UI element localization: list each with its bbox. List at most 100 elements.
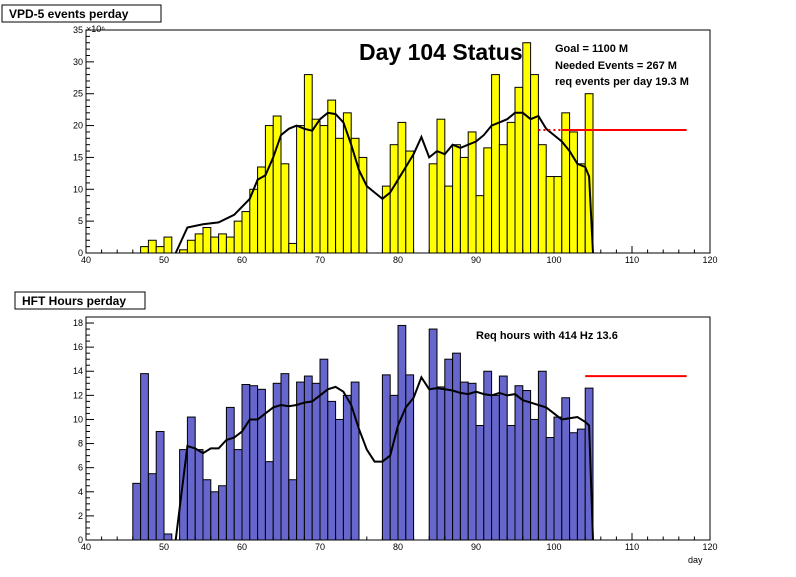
top-bar-day-89 [467,131,477,254]
bottom-y-tick-label-16: 16 [73,342,83,352]
bottom-x-tick-label-110: 110 [625,542,639,552]
top-y-tick-label-35: 35 [73,25,83,35]
bottom-bar-day-56 [210,491,220,541]
top-bar-day-102 [569,131,578,254]
top-x-tick-label-50: 50 [159,255,169,265]
bottom-title-box [14,291,146,310]
top-y-tick-label-20: 20 [73,121,83,131]
bottom-y-tick-label-12: 12 [73,390,83,400]
top-y-tick-label-10: 10 [73,184,83,194]
top-annotation-per-day: req events per day 19.3 M [555,76,689,88]
top-bar-day-86 [444,185,454,254]
bottom-bar-day-100 [553,416,563,541]
bottom-bar-day-53 [186,416,196,541]
bottom-bar-day-49 [155,431,165,541]
top-bars [140,42,594,254]
bottom-bar-day-46 [132,482,142,541]
top-bar-day-63 [264,125,274,254]
top-bar-day-81 [405,150,415,254]
top-bar-day-55 [202,227,212,254]
bottom-bar-day-80 [397,324,407,541]
bottom-y-tick-label-0: 0 [78,535,83,545]
top-bar-day-53 [186,239,196,254]
bottom-x-tick-label-100: 100 [546,542,561,552]
top-headline: Day 104 Status [359,39,523,65]
top-bar-day-104 [584,93,594,254]
bottom-bar-day-96 [522,390,532,541]
top-bar-day-61 [249,188,259,254]
top-bar-day-56 [210,236,220,254]
top-x-tick-label-110: 110 [625,255,639,265]
top-bar-day-88 [459,156,469,254]
bottom-bar-day-55 [202,479,212,541]
bottom-bar-day-88 [459,381,469,541]
bottom-y-tick-label-18: 18 [73,318,83,328]
bottom-bars [132,324,594,541]
top-bar-day-103 [576,163,586,254]
top-multiplier: ×10⁶ [86,24,105,34]
bottom-x-tick-label-70: 70 [315,542,325,552]
top-smooth-line [174,111,594,254]
bottom-bar-day-67 [296,381,305,541]
bottom-bar-day-62 [257,388,266,541]
top-y-tick-label-0: 0 [78,248,83,258]
bottom-bar-day-97 [530,418,539,541]
top-bar-day-68 [303,74,313,254]
bottom-bar-day-70 [319,358,329,541]
top-bar-day-54 [194,233,204,254]
top-bar-day-65 [280,163,290,254]
bottom-bar-day-90 [475,424,485,541]
bottom-bar-day-47 [140,373,149,541]
bottom-bar-day-99 [545,437,555,541]
top-bar-day-57 [218,233,227,254]
top-bar-day-59 [233,220,243,254]
bottom-chart: 40 50 60 70 80 90 100 110 120 0 2 4 6 8 10 12 14 16 18 Re… [14,291,718,565]
top-bar-day-49 [155,246,165,254]
bottom-x-tick-label-80: 80 [393,542,403,552]
top-bar-day-84 [428,163,438,254]
top-annotation-goal: Goal = 1100 M [555,43,628,55]
top-y-tick-label-15: 15 [73,152,83,162]
top-bar-day-100 [553,176,563,254]
bottom-bar-day-73 [342,394,352,541]
bottom-y-tick-label-8: 8 [78,439,83,449]
bottom-bar-day-59 [233,449,243,541]
bottom-chart-title: HFT Hours perday [22,294,126,308]
top-bar-day-93 [498,144,508,254]
bottom-bar-day-60 [241,384,251,541]
top-bar-day-99 [545,176,555,254]
top-x-axis: 40 50 60 70 80 90 100 110 120 [81,246,718,265]
bottom-bar-day-66 [288,479,298,541]
bottom-bar-day-74 [350,381,360,541]
top-bar-day-98 [537,144,547,254]
bottom-x-tick-label-50: 50 [159,542,169,552]
bottom-bar-day-65 [280,373,290,541]
bottom-bar-day-89 [467,382,477,541]
bottom-y-axis: 0 2 4 6 8 10 12 14 16 18 [73,316,94,545]
bottom-bar-day-69 [311,382,321,541]
bottom-bar-day-50 [163,533,173,541]
bottom-x-tick-label-120: 120 [702,542,717,552]
top-bar-day-66 [288,242,298,254]
bottom-bar-day-95 [514,385,524,541]
top-bar-day-52 [179,249,188,254]
top-bar-day-96 [522,42,532,254]
top-title-box [1,4,162,23]
top-x-tick-label-70: 70 [315,255,325,265]
bottom-bar-day-94 [506,424,516,541]
bottom-bar-day-58 [225,406,235,541]
top-bar-day-79 [389,144,399,254]
bottom-bar-day-79 [389,394,399,541]
top-bar-day-72 [335,137,344,254]
top-y-tick-label-5: 5 [78,216,83,226]
bottom-annotation-req: Req hours with 414 Hz 13.6 [476,330,618,342]
bottom-x-label: day [688,555,703,565]
top-bar-day-85 [436,118,446,254]
top-chart-title: VPD-5 events perday [9,7,129,21]
bottom-y-tick-label-6: 6 [78,463,83,473]
top-bar-day-92 [491,74,500,254]
top-bar-day-60 [241,211,251,254]
bottom-bar-day-104 [584,387,594,541]
bottom-bar-day-54 [194,449,204,541]
